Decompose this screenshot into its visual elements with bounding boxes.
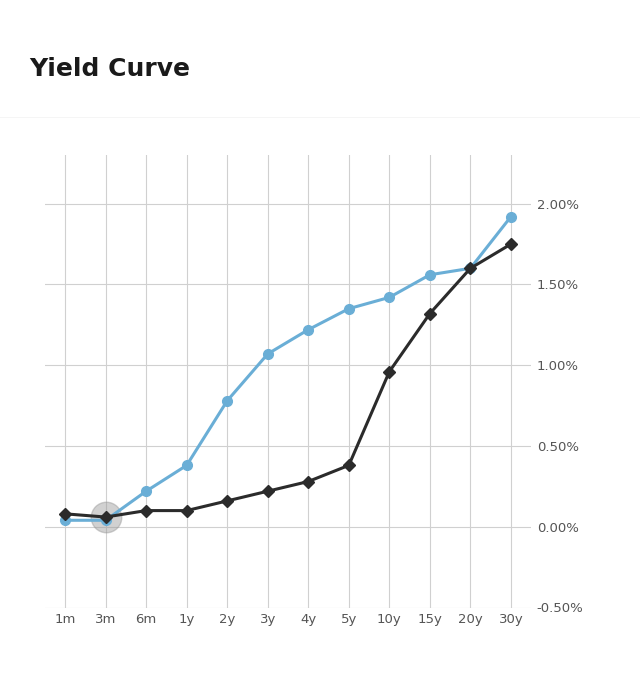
Text: Yield Curve: Yield Curve <box>29 57 190 80</box>
